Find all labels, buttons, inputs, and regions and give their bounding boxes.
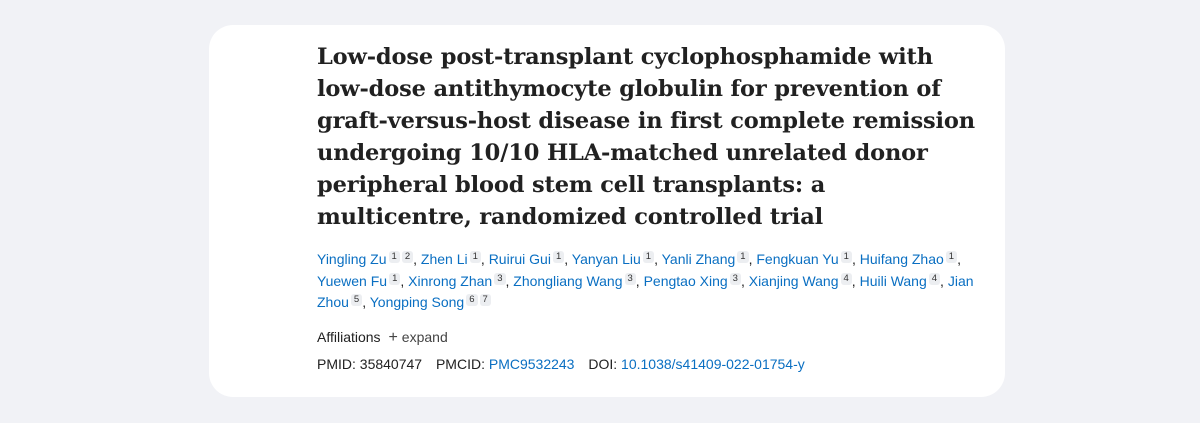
author-item: Pengtao Xing 3 [643, 272, 741, 289]
affiliation-number-badge[interactable]: 1 [388, 251, 400, 263]
pmcid-label: PMCID: [435, 355, 485, 372]
affiliation-number-badge[interactable]: 4 [928, 272, 941, 285]
author-name-link[interactable]: Ruirui Gui [488, 251, 551, 267]
affiliation-number-badge[interactable]: 7 [479, 294, 491, 306]
affiliation-number-badge[interactable]: 1 [737, 251, 749, 263]
pmid-label: PMID: [317, 355, 356, 372]
author-name-link[interactable]: Zhongliang Wang [513, 272, 623, 289]
pmcid-group: PMCID: PMC9532243 [436, 356, 578, 372]
author-item: Huili Wang 4 [859, 272, 941, 289]
doi-link[interactable]: 10.1038/s41409-022-01754-y [621, 355, 805, 372]
author-item: Xinrong Zhan 3 [408, 272, 506, 289]
affiliation-number-badge[interactable]: 6 [466, 294, 478, 306]
author-item: Yuewen Fu 1 [317, 272, 401, 289]
plus-icon: + [388, 328, 398, 346]
affiliation-number-badge[interactable]: 1 [469, 251, 481, 263]
affiliation-number-badge[interactable]: 3 [729, 272, 741, 285]
author-name-link[interactable]: Xinrong Zhan [408, 272, 493, 289]
affiliation-number-badge[interactable]: 4 [840, 272, 852, 285]
article-title: Low-dose post-transplant cyclophosphamid… [317, 44, 975, 230]
author-name-link[interactable]: Zhen Li [420, 251, 468, 267]
author-name-link[interactable]: Yongping Song [369, 294, 465, 310]
author-item: Yongping Song 6 7 [370, 294, 491, 310]
author-name-link[interactable]: Yanli Zhang [661, 251, 736, 267]
affiliation-number-badge[interactable]: 1 [389, 272, 401, 285]
author-name-link[interactable]: Yingling Zu [317, 251, 387, 267]
author-item: Jian Zhou 5 [317, 273, 974, 311]
author-item: Yanyan Liu 1 [571, 251, 655, 267]
author-name-link[interactable]: Huili Wang [859, 272, 927, 289]
identifiers-row: PMID: 35840747 PMCID: PMC9532243 DOI: 10… [317, 354, 987, 374]
author-name-link[interactable]: Jian Zhou [317, 272, 974, 311]
author-item: Zhen Li 1 [421, 251, 481, 267]
affiliation-number-badge[interactable]: 3 [494, 272, 506, 285]
article-content: Low-dose post-transplant cyclophosphamid… [317, 41, 987, 374]
affiliation-number-badge[interactable]: 5 [350, 294, 363, 306]
author-name-link[interactable]: Fengkuan Yu [756, 251, 839, 267]
expand-affiliations-button[interactable]: + expand [388, 328, 448, 346]
author-name-link[interactable]: Pengtao Xing [643, 272, 728, 289]
affiliations-label: Affiliations [317, 328, 381, 345]
author-item: Xianjing Wang 4 [748, 272, 852, 289]
author-name-link[interactable]: Xianjing Wang [748, 272, 839, 289]
author-item: Yingling Zu 1 2 [317, 251, 414, 267]
author-list: Yingling Zu 1 2, Zhen Li 1, Ruirui Gui 1, Ya… [317, 251, 974, 311]
affiliation-number-badge[interactable]: 2 [401, 251, 414, 263]
affiliation-number-badge[interactable]: 1 [552, 251, 565, 263]
author-item: Yanli Zhang 1 [662, 251, 749, 267]
author-item: Ruirui Gui 1 [489, 251, 565, 267]
affiliation-number-badge[interactable]: 1 [945, 251, 958, 263]
affiliation-number-badge[interactable]: 1 [642, 251, 655, 263]
author-item: Zhongliang Wang 3 [513, 272, 636, 289]
author-item: Fengkuan Yu 1 [756, 251, 852, 267]
author-name-link[interactable]: Huifang Zhao [859, 251, 944, 267]
affiliation-number-badge[interactable]: 1 [840, 251, 852, 263]
doi-label: DOI: [588, 355, 618, 372]
pmid-value: 35840747 [359, 355, 423, 372]
author-name-link[interactable]: Yanyan Liu [571, 251, 641, 267]
pmid-group: PMID: 35840747 [317, 356, 426, 372]
expand-label: expand [401, 328, 448, 345]
pmcid-link[interactable]: PMC9532243 [488, 355, 575, 372]
doi-group: DOI: 10.1038/s41409-022-01754-y [588, 356, 804, 372]
article-card: Low-dose post-transplant cyclophosphamid… [209, 25, 1005, 397]
affiliation-number-badge[interactable]: 3 [624, 272, 636, 285]
author-item: Huifang Zhao 1 [859, 251, 958, 267]
author-name-link[interactable]: Yuewen Fu [317, 272, 388, 289]
affiliations-row: Affiliations + expand [317, 327, 987, 348]
